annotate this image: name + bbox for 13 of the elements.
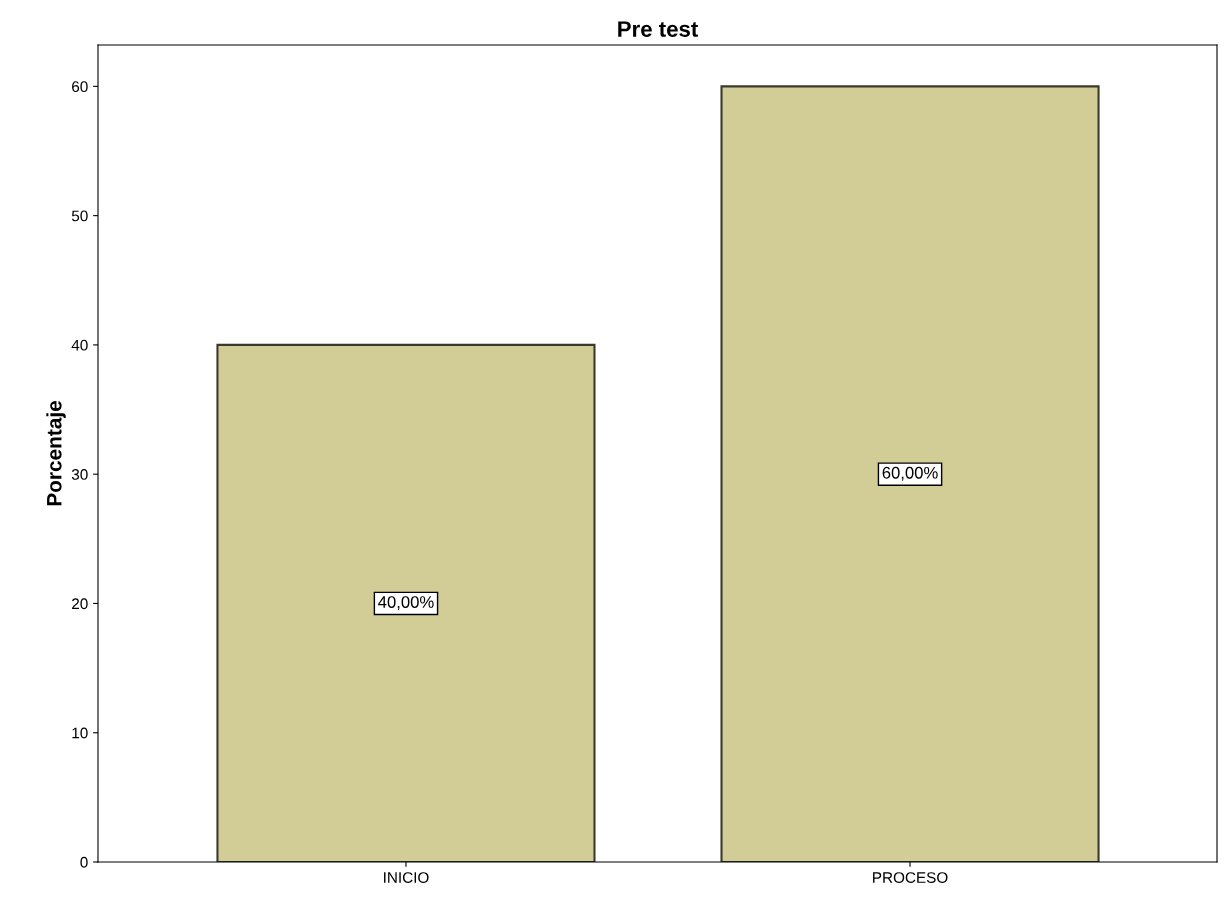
data-label: 40,00%	[378, 596, 434, 610]
y-tick-label: 40	[71, 339, 88, 351]
chart-title: Pre test	[618, 21, 698, 37]
y-tick-label: 0	[80, 856, 88, 868]
data-label: 60,00%	[882, 466, 938, 481]
y-axis-title: Porcentaje	[46, 400, 66, 506]
y-tick-label: 10	[72, 727, 88, 739]
y-tick-label: 30	[71, 469, 88, 480]
y-tick-label: 60	[72, 81, 88, 93]
x-tick-label: PROCESO	[873, 872, 948, 883]
y-tick-label: 20	[72, 598, 88, 610]
x-tick-label: INICIO	[384, 872, 429, 883]
y-tick-label: 50	[71, 210, 88, 222]
